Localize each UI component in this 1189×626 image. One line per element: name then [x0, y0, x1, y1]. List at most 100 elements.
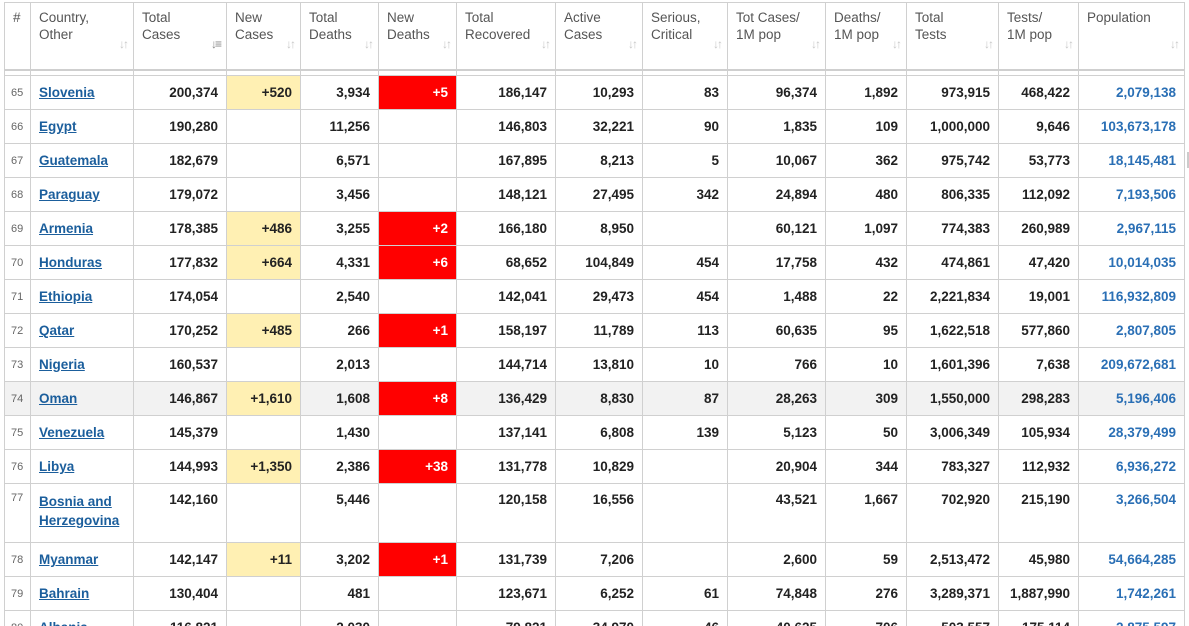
- sort-icon[interactable]: ↓↑: [1170, 37, 1180, 51]
- cell-new-cases: +1,610: [226, 381, 301, 416]
- cell-total-tests: 1,601,396: [906, 347, 999, 382]
- table-row: 72 Qatar 170,252 +485 266 +1 158,197 11,789 113 6…: [4, 313, 1185, 348]
- cell-country: Ethiopia: [30, 279, 134, 314]
- cell-new-cases: [226, 483, 301, 543]
- country-link[interactable]: Honduras: [39, 255, 103, 270]
- sort-icon[interactable]: ↓↑: [442, 37, 452, 51]
- sort-icon[interactable]: ↓↑: [984, 37, 994, 51]
- column-header-total-deaths[interactable]: Total Deaths ↓↑: [300, 2, 379, 71]
- column-header-serious-critical[interactable]: Serious, Critical ↓↑: [642, 2, 728, 71]
- cell-total-cases: 130,404: [133, 576, 227, 611]
- cell-deaths-1m: 59: [825, 542, 907, 577]
- cell-tot-cases-1m: 766: [727, 347, 826, 382]
- sort-icon[interactable]: ↓↑: [1064, 37, 1074, 51]
- cell-country: Oman: [30, 381, 134, 416]
- country-link[interactable]: Nigeria: [39, 357, 85, 372]
- cell-total-cases: 142,160: [133, 483, 227, 543]
- cell-population: 2,079,138: [1078, 75, 1185, 110]
- cell-total-cases: 146,867: [133, 381, 227, 416]
- country-link[interactable]: Egypt: [39, 119, 77, 134]
- cell-deaths-1m: 95: [825, 313, 907, 348]
- cell-total-recovered: 123,671: [456, 576, 556, 611]
- column-header-label: 1M pop: [1007, 27, 1053, 42]
- country-link[interactable]: Venezuela: [39, 425, 105, 440]
- column-header-total-recovered[interactable]: Total Recovered ↓↑: [456, 2, 556, 71]
- cell-total-recovered: 166,180: [456, 211, 556, 246]
- cell-new-cases: [226, 109, 301, 144]
- sort-desc-icon[interactable]: ↓≡: [210, 37, 222, 51]
- column-header-country[interactable]: Country, Other ↓↑: [30, 2, 134, 71]
- column-header-new-cases[interactable]: New Cases ↓↑: [226, 2, 301, 71]
- table-row: 65 Slovenia 200,374 +520 3,934 +5 186,147 10,29…: [4, 75, 1185, 110]
- country-link[interactable]: Oman: [39, 391, 78, 406]
- cell-new-deaths: [378, 415, 457, 450]
- country-link[interactable]: Myanmar: [39, 552, 99, 567]
- cell-num: 75: [4, 415, 31, 450]
- cell-serious-critical: [642, 211, 728, 246]
- cell-tests-1m: 7,638: [998, 347, 1079, 382]
- country-link[interactable]: Paraguay: [39, 187, 100, 202]
- sort-icon[interactable]: ↓↑: [713, 37, 723, 51]
- cell-tot-cases-1m: 28,263: [727, 381, 826, 416]
- cell-new-deaths: [378, 610, 457, 626]
- cell-tot-cases-1m: 60,635: [727, 313, 826, 348]
- cell-country: Armenia: [30, 211, 134, 246]
- cell-active-cases: 8,950: [555, 211, 643, 246]
- country-link[interactable]: Ethiopia: [39, 289, 93, 304]
- column-header-deaths-1m[interactable]: Deaths/1M pop ↓↑: [825, 2, 907, 71]
- country-link[interactable]: Libya: [39, 459, 75, 474]
- sort-icon[interactable]: ↓↑: [119, 37, 129, 51]
- table-row: 73 Nigeria 160,537 2,013 144,714 13,810 10 766 1…: [4, 347, 1185, 382]
- column-header-total-cases[interactable]: Total Cases ↓≡: [133, 2, 227, 71]
- cell-tests-1m: 175,114: [998, 610, 1079, 626]
- cell-tot-cases-1m: 24,894: [727, 177, 826, 212]
- column-header-label: Total: [142, 10, 171, 25]
- sort-icon[interactable]: ↓↑: [892, 37, 902, 51]
- cell-serious-critical: [642, 483, 728, 543]
- column-header-label: 1M pop: [736, 27, 782, 42]
- cell-tot-cases-1m: 1,835: [727, 109, 826, 144]
- cell-total-cases: 116,821: [133, 610, 227, 626]
- cell-population: 6,936,272: [1078, 449, 1185, 484]
- cell-active-cases: 29,473: [555, 279, 643, 314]
- country-link[interactable]: Bahrain: [39, 586, 90, 601]
- cell-tot-cases-1m: 5,123: [727, 415, 826, 450]
- sort-icon[interactable]: ↓↑: [811, 37, 821, 51]
- cell-total-deaths: 11,256: [300, 109, 379, 144]
- cell-tests-1m: 53,773: [998, 143, 1079, 178]
- cell-country: Albania: [30, 610, 134, 626]
- cell-new-deaths: [378, 576, 457, 611]
- column-header-active-cases[interactable]: Active Cases ↓↑: [555, 2, 643, 71]
- country-link[interactable]: Guatemala: [39, 153, 109, 168]
- cell-num: 66: [4, 109, 31, 144]
- column-header-label: Critical: [651, 27, 693, 42]
- scrollbar-thumb[interactable]: [1187, 152, 1189, 168]
- sort-icon[interactable]: ↓↑: [286, 37, 296, 51]
- sort-icon[interactable]: ↓↑: [541, 37, 551, 51]
- cell-total-tests: 806,335: [906, 177, 999, 212]
- column-header-population[interactable]: Population ↓↑: [1078, 2, 1185, 71]
- cell-tests-1m: 215,190: [998, 483, 1079, 543]
- cell-total-recovered: 131,778: [456, 449, 556, 484]
- sort-icon[interactable]: ↓↑: [628, 37, 638, 51]
- column-header-label: Cases: [564, 27, 603, 42]
- column-header-tests-1m[interactable]: Tests/1M pop ↓↑: [998, 2, 1079, 71]
- cell-new-deaths: +1: [378, 313, 457, 348]
- cell-active-cases: 34,970: [555, 610, 643, 626]
- country-link[interactable]: Bosnia and Herzegovina: [39, 494, 120, 528]
- cell-num: 70: [4, 245, 31, 280]
- cell-new-deaths: [378, 483, 457, 543]
- country-link[interactable]: Armenia: [39, 221, 94, 236]
- cell-active-cases: 8,213: [555, 143, 643, 178]
- country-link[interactable]: Slovenia: [39, 85, 95, 100]
- table-body: 65 Slovenia 200,374 +520 3,934 +5 186,147 10,29…: [4, 69, 1185, 626]
- column-header-new-deaths[interactable]: New Deaths ↓↑: [378, 2, 457, 71]
- cell-country: Bosnia and Herzegovina: [30, 483, 134, 543]
- country-link[interactable]: Albania: [39, 620, 88, 626]
- column-header-label: Active: [564, 10, 601, 25]
- column-header-total-tests[interactable]: Total Tests ↓↑: [906, 2, 999, 71]
- cell-total-deaths: 3,202: [300, 542, 379, 577]
- sort-icon[interactable]: ↓↑: [364, 37, 374, 51]
- country-link[interactable]: Qatar: [39, 323, 75, 338]
- column-header-tot-cases-1m[interactable]: Tot Cases/1M pop ↓↑: [727, 2, 826, 71]
